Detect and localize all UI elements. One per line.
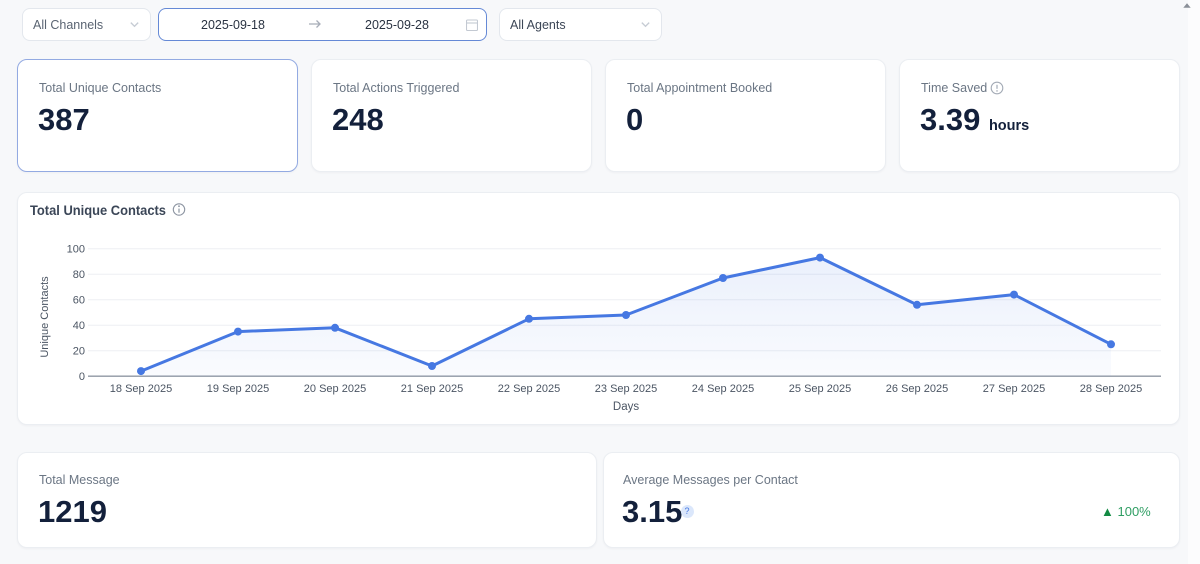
svg-text:20 Sep 2025: 20 Sep 2025: [304, 383, 366, 395]
svg-text:Unique Contacts: Unique Contacts: [39, 276, 51, 358]
svg-text:100: 100: [67, 244, 85, 256]
svg-text:80: 80: [73, 269, 85, 281]
svg-text:60: 60: [73, 295, 85, 307]
svg-text:22 Sep 2025: 22 Sep 2025: [498, 383, 560, 395]
svg-text:26 Sep 2025: 26 Sep 2025: [886, 383, 948, 395]
svg-text:28 Sep 2025: 28 Sep 2025: [1080, 383, 1142, 395]
svg-text:19 Sep 2025: 19 Sep 2025: [207, 383, 269, 395]
svg-text:24 Sep 2025: 24 Sep 2025: [692, 383, 754, 395]
svg-text:18 Sep 2025: 18 Sep 2025: [110, 383, 172, 395]
svg-text:27 Sep 2025: 27 Sep 2025: [983, 383, 1045, 395]
svg-text:23 Sep 2025: 23 Sep 2025: [595, 383, 657, 395]
svg-text:Days: Days: [613, 401, 639, 413]
svg-text:20: 20: [73, 346, 85, 358]
svg-text:25 Sep 2025: 25 Sep 2025: [789, 383, 851, 395]
svg-text:40: 40: [73, 320, 85, 332]
svg-text:Total Unique Contacts: Total Unique Contacts: [30, 202, 166, 218]
svg-text:21 Sep 2025: 21 Sep 2025: [401, 383, 463, 395]
svg-text:0: 0: [79, 371, 85, 383]
